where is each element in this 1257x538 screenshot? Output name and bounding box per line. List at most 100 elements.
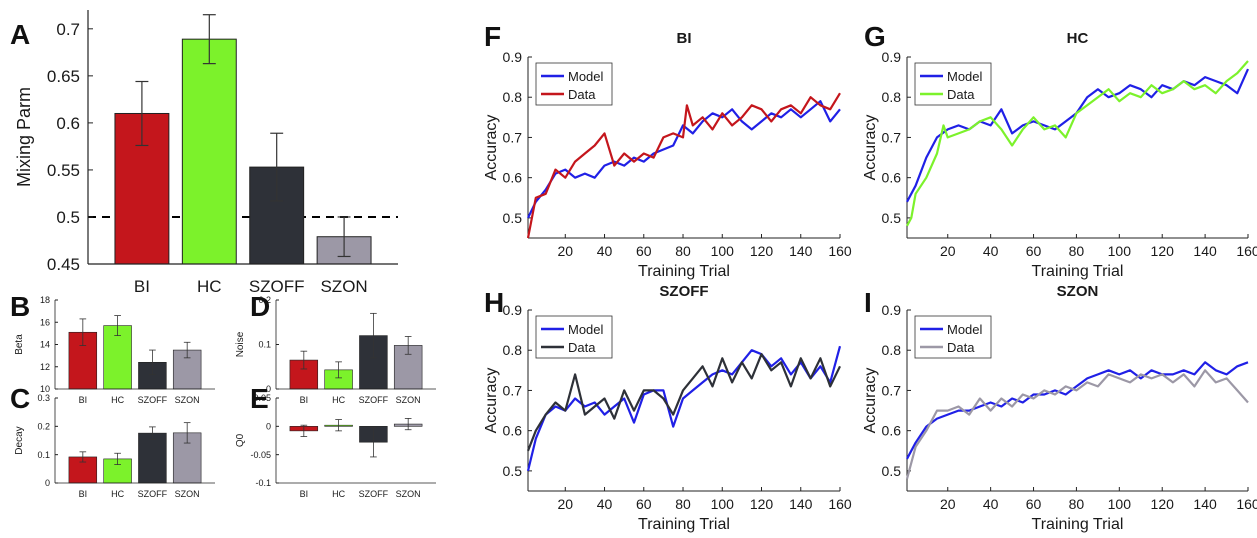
- panel-letter-b: B: [10, 291, 30, 322]
- x-tick-label-szon: SZON: [175, 395, 200, 405]
- x-tick-label: 80: [675, 243, 691, 259]
- y-axis-label: Decay: [14, 426, 25, 454]
- y-tick-label: 14: [40, 340, 50, 350]
- y-tick-label: 0.6: [503, 423, 523, 439]
- bar-szoff: [138, 432, 167, 484]
- x-tick-label-hc: HC: [332, 489, 345, 499]
- y-tick-label: 0.1: [37, 450, 50, 460]
- panel-a-bar-chart: BI HC SZOFF SZON 0.45 0.5 0.55 0.6 0.65 0.7 Mixing…: [14, 10, 398, 296]
- panel-c-bar-chart: BI HC SZOFF SZON 0 0.1 0.2 0.3 Decay: [14, 393, 215, 499]
- series-line-model: [526, 345, 842, 472]
- y-tick-label: 10: [40, 384, 50, 394]
- y-tick-label: 16: [40, 317, 50, 327]
- x-tick-label: 20: [557, 496, 573, 512]
- x-tick-label: 60: [636, 496, 652, 512]
- y-tick-label: 0.6: [882, 170, 902, 186]
- x-tick-label: 80: [1069, 243, 1085, 259]
- x-tick-label-szon: SZON: [396, 489, 421, 499]
- series-line-model: [527, 100, 841, 219]
- x-tick-label-szon: SZON: [320, 277, 367, 296]
- panel-letter-d: D: [250, 291, 270, 322]
- series-line-data: [905, 369, 1249, 480]
- panel-e-bar-chart: BI HC SZOFF SZON -0.1 -0.05 0 0.05 Q0: [235, 393, 436, 499]
- y-axis-label: Q0: [235, 433, 246, 447]
- legend-label-model: Model: [568, 69, 604, 84]
- x-tick-label: 140: [789, 243, 813, 259]
- panel-letter-f: F: [484, 21, 501, 52]
- x-tick-label: 120: [1151, 243, 1175, 259]
- x-tick-label: 60: [1026, 243, 1042, 259]
- x-tick-label-bi: BI: [300, 489, 309, 499]
- x-axis-label: Training Trial: [1032, 516, 1124, 533]
- legend-label-data: Data: [947, 87, 975, 102]
- chart-title: BI: [677, 30, 692, 47]
- y-tick-label: 0.1: [258, 340, 271, 350]
- x-tick-label-bi: BI: [79, 489, 88, 499]
- y-tick-label: 0.5: [503, 463, 523, 479]
- y-axis-label: Accuracy: [483, 115, 500, 181]
- y-tick-label: 0.8: [882, 89, 902, 105]
- y-tick-label: 0.8: [503, 89, 523, 105]
- x-axis-label: Training Trial: [1032, 263, 1124, 280]
- x-tick-label: 40: [983, 496, 999, 512]
- panel-letter-g: G: [864, 21, 886, 52]
- x-tick-label: 80: [1069, 496, 1085, 512]
- panel-letter-c: C: [10, 383, 30, 414]
- y-axis-label: Accuracy: [483, 368, 500, 434]
- x-tick-label: 160: [828, 243, 852, 259]
- y-tick-label: -0.1: [255, 478, 271, 488]
- x-tick-label: 80: [675, 496, 691, 512]
- x-tick-label: 40: [597, 243, 613, 259]
- y-tick-label: 0.7: [882, 129, 902, 145]
- x-tick-label: 140: [789, 496, 813, 512]
- y-tick-label: 0.8: [503, 342, 523, 358]
- x-tick-label: 120: [750, 243, 774, 259]
- legend-label-data: Data: [568, 340, 596, 355]
- y-tick-label: 0.5: [56, 208, 80, 227]
- panel-b-bar-chart: BI HC SZOFF SZON 10 12 14 16 18 Beta: [14, 295, 215, 405]
- chart-title: SZOFF: [659, 283, 708, 300]
- y-tick-label: 12: [40, 362, 50, 372]
- x-tick-label: 100: [1108, 496, 1132, 512]
- x-tick-label-bi: BI: [134, 277, 150, 296]
- x-tick-label: 120: [750, 496, 774, 512]
- legend-label-model: Model: [947, 69, 983, 84]
- x-tick-label: 160: [1236, 496, 1257, 512]
- y-tick-label: 18: [40, 295, 50, 305]
- x-tick-label: 100: [1108, 243, 1132, 259]
- x-tick-label-szoff: SZOFF: [138, 489, 168, 499]
- y-tick-label: 0.7: [56, 20, 80, 39]
- y-tick-label: 0.2: [258, 295, 271, 305]
- x-tick-label: 160: [1236, 243, 1257, 259]
- x-tick-label-bi: BI: [300, 395, 309, 405]
- panel-letter-i: I: [864, 287, 872, 318]
- x-tick-label-szoff: SZOFF: [359, 489, 389, 499]
- y-tick-label: 0.5: [882, 210, 902, 226]
- x-tick-label-bi: BI: [79, 395, 88, 405]
- series-line-model: [906, 361, 1249, 460]
- legend-label-data: Data: [947, 340, 975, 355]
- legend-box: [914, 315, 992, 359]
- x-tick-label: 100: [711, 496, 735, 512]
- panel-f-line-chart: 20 40 60 80 100 120 140 160 0.5 0.6 0.7 0.8 0.9 Train…: [483, 30, 852, 280]
- x-tick-label-szon: SZON: [396, 395, 421, 405]
- legend-box: [535, 62, 613, 106]
- y-tick-label: 0.5: [503, 210, 523, 226]
- x-tick-label: 140: [1193, 496, 1217, 512]
- panel-h-line-chart: 20 40 60 80 100 120 140 160 0.5 0.6 0.7 0.8 0.9 Train…: [483, 283, 852, 533]
- y-tick-label: 0.9: [882, 49, 902, 65]
- x-tick-label-hc: HC: [111, 489, 124, 499]
- x-tick-label-hc: HC: [111, 395, 124, 405]
- x-axis-label: Training Trial: [638, 263, 730, 280]
- y-tick-label: -0.05: [250, 450, 271, 460]
- panel-i-line-chart: 20 40 60 80 100 120 140 160 0.5 0.6 0.7 0.8 0.9 Train…: [862, 283, 1257, 533]
- x-tick-label-szoff: SZOFF: [138, 395, 168, 405]
- x-tick-label: 100: [711, 243, 735, 259]
- x-tick-label: 20: [940, 243, 956, 259]
- y-axis-label: Accuracy: [862, 115, 879, 181]
- panel-letter-a: A: [10, 19, 30, 50]
- y-tick-label: 0.6: [503, 170, 523, 186]
- panel-g-line-chart: 20 40 60 80 100 120 140 160 0.5 0.6 0.7 0.8 0.9 Train…: [862, 30, 1257, 280]
- x-tick-label: 20: [557, 243, 573, 259]
